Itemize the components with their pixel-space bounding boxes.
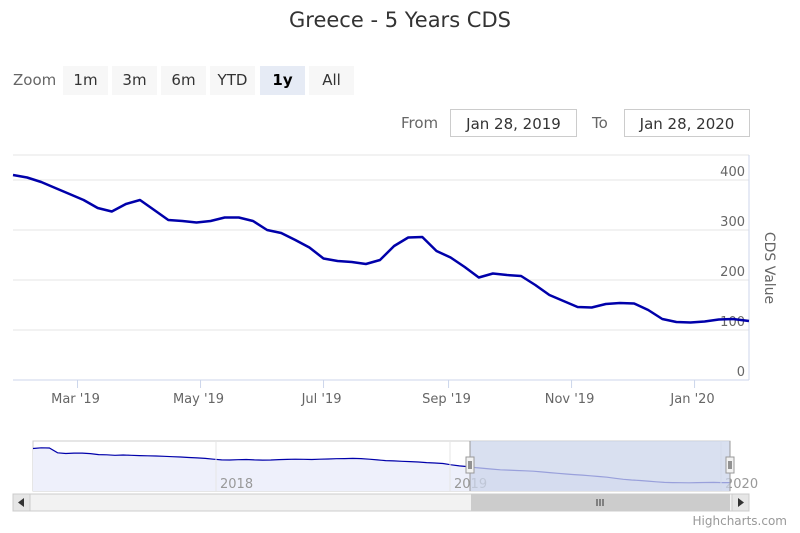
y-tick-label: 300 xyxy=(720,215,745,230)
y-gridlines xyxy=(13,154,749,381)
series-line[interactable] xyxy=(12,173,750,324)
zoom-3m-button[interactable]: 3m xyxy=(112,66,157,95)
x-tick-labels: Mar '19 May '19 Jul '19 Sep '19 Nov '19 Jan '… xyxy=(51,392,715,407)
scrollbar-right-arrow[interactable] xyxy=(731,493,750,512)
zoom-label: Zoom xyxy=(13,71,57,89)
range-from-input[interactable]: Jan 28, 2019 xyxy=(450,109,577,137)
x-tick-label: Jan '20 xyxy=(669,392,714,407)
navigator-handle-left[interactable] xyxy=(465,456,475,474)
x-tick-label: Mar '19 xyxy=(51,392,100,407)
scrollbar-grip[interactable] xyxy=(596,499,604,506)
x-tick-label: Sep '19 xyxy=(422,392,471,407)
y-tick-label: 100 xyxy=(720,315,745,330)
zoom-all-button[interactable]: All xyxy=(309,66,354,95)
range-from-label: From xyxy=(401,114,439,132)
credits-link[interactable]: Highcharts.com xyxy=(692,514,787,528)
y-tick-label: 0 xyxy=(737,365,745,380)
zoom-1m-button[interactable]: 1m xyxy=(63,66,108,95)
zoom-6m-button[interactable]: 6m xyxy=(161,66,206,95)
x-tick-label: Nov '19 xyxy=(545,392,595,407)
zoom-ytd-button[interactable]: YTD xyxy=(210,66,255,95)
y-axis-title: CDS Value xyxy=(761,232,777,304)
x-ticks xyxy=(77,380,696,388)
range-to-input[interactable]: Jan 28, 2020 xyxy=(624,109,750,137)
navigator-handle-right[interactable] xyxy=(725,456,735,474)
y-tick-labels: 0 100 200 300 400 xyxy=(720,165,745,380)
y-tick-label: 400 xyxy=(720,165,745,180)
navigator-selection[interactable] xyxy=(470,441,730,491)
navigator-tick-label: 2018 xyxy=(220,477,253,492)
range-to-label: To xyxy=(592,114,608,132)
y-tick-label: 200 xyxy=(720,265,745,280)
x-tick-label: Jul '19 xyxy=(301,392,342,407)
scrollbar-left-arrow[interactable] xyxy=(12,493,31,512)
x-tick-label: May '19 xyxy=(173,392,224,407)
chart-title: Greece - 5 Years CDS xyxy=(289,8,511,32)
zoom-1y-button[interactable]: 1y xyxy=(260,66,305,95)
navigator-tick-label: 2020 xyxy=(725,477,758,492)
